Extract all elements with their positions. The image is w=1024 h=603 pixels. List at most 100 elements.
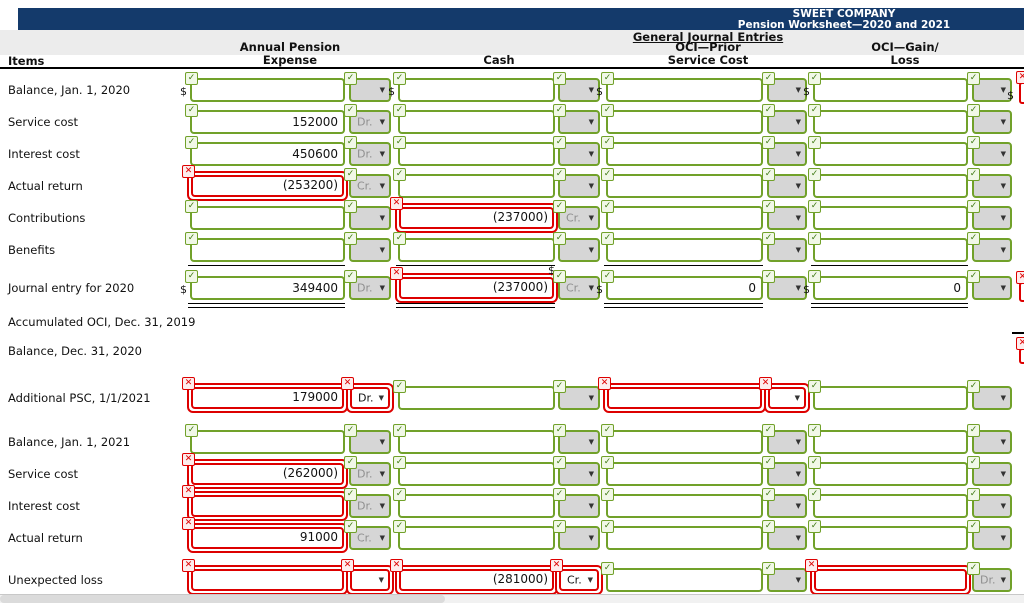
dropdown-arrow-icon: ▼ [795, 502, 801, 510]
amount-input[interactable] [813, 142, 968, 166]
amount-input[interactable] [398, 78, 555, 102]
row-label: Service cost [8, 115, 79, 129]
row-label: Balance, Jan. 1, 2020 [8, 83, 131, 97]
amount-input[interactable] [606, 238, 763, 262]
amount-input[interactable] [398, 110, 555, 134]
valid-check-icon: ✓ [967, 488, 980, 501]
dropdown-arrow-icon: ▼ [1000, 438, 1006, 446]
amount-input[interactable] [813, 462, 968, 486]
amount-input[interactable] [190, 238, 345, 262]
dropdown-arrow-icon: ▼ [795, 576, 801, 584]
cutoff-column-divider [1012, 332, 1024, 334]
amount-input[interactable] [603, 383, 766, 413]
dropdown-arrow-icon: ▼ [1000, 284, 1006, 292]
amount-input[interactable] [606, 142, 763, 166]
amount-input[interactable] [606, 430, 763, 454]
amount-input[interactable] [813, 78, 968, 102]
debit-credit-select: ▼ [558, 386, 600, 410]
total-underline [811, 265, 968, 266]
amount-input[interactable]: (253200) [187, 171, 348, 201]
debit-credit-select[interactable]: Dr. ▼ [346, 383, 394, 413]
amount-input[interactable] [606, 110, 763, 134]
dropdown-arrow-icon: ▼ [379, 470, 385, 478]
amount-input[interactable]: 152000 [190, 110, 345, 134]
cutoff-column-fragment [1019, 348, 1024, 364]
amount-input[interactable]: 91000 [187, 523, 348, 553]
amount-input[interactable]: 0 [813, 276, 968, 300]
horizontal-scrollbar-thumb[interactable] [0, 595, 445, 603]
amount-input[interactable]: 0 [606, 276, 763, 300]
amount-input[interactable]: 450600 [190, 142, 345, 166]
dropdown-arrow-icon: ▼ [795, 246, 801, 254]
valid-check-icon: ✓ [808, 232, 821, 245]
amount-input-value: (237000) [399, 207, 554, 229]
amount-input[interactable]: 349400 [190, 276, 345, 300]
amount-input[interactable] [190, 206, 345, 230]
valid-check-icon: ✓ [553, 168, 566, 181]
amount-input[interactable] [398, 174, 555, 198]
amount-input[interactable] [813, 238, 968, 262]
amount-input[interactable] [810, 565, 971, 595]
amount-input[interactable] [813, 494, 968, 518]
amount-input[interactable]: (237000) [395, 273, 558, 303]
valid-check-icon: ✓ [967, 168, 980, 181]
dropdown-arrow-icon: ▼ [795, 470, 801, 478]
dropdown-arrow-icon: ▼ [1000, 86, 1006, 94]
horizontal-scrollbar[interactable] [0, 594, 1024, 603]
dropdown-arrow-icon: ▼ [588, 150, 594, 158]
total-underline [811, 303, 968, 304]
valid-check-icon: ✓ [344, 104, 357, 117]
amount-input[interactable] [398, 142, 555, 166]
debit-credit-select[interactable]: ▼ [346, 565, 394, 595]
invalid-x-icon: ✕ [1016, 337, 1024, 350]
amount-input[interactable] [606, 174, 763, 198]
amount-input[interactable] [190, 430, 345, 454]
valid-check-icon: ✓ [553, 456, 566, 469]
amount-input[interactable] [398, 238, 555, 262]
amount-input[interactable] [813, 110, 968, 134]
valid-check-icon: ✓ [808, 136, 821, 149]
valid-check-icon: ✓ [967, 456, 980, 469]
amount-input[interactable] [606, 526, 763, 550]
valid-check-icon: ✓ [344, 424, 357, 437]
dropdown-arrow-icon: ▼ [1000, 214, 1006, 222]
amount-input[interactable]: (281000) [395, 565, 558, 595]
amount-input[interactable] [190, 78, 345, 102]
amount-input[interactable] [606, 462, 763, 486]
dropdown-arrow-icon: ▼ [379, 118, 385, 126]
valid-check-icon: ✓ [967, 72, 980, 85]
invalid-x-icon: ✕ [182, 377, 195, 390]
invalid-x-icon: ✕ [1016, 271, 1024, 284]
valid-check-icon: ✓ [185, 232, 198, 245]
amount-input[interactable] [398, 386, 555, 410]
amount-input[interactable] [398, 430, 555, 454]
amount-input[interactable] [187, 491, 348, 521]
valid-check-icon: ✓ [601, 168, 614, 181]
amount-input[interactable] [606, 494, 763, 518]
amount-input[interactable]: (237000) [395, 203, 558, 233]
amount-input[interactable] [813, 526, 968, 550]
amount-input[interactable] [606, 78, 763, 102]
amount-input[interactable]: 179000 [187, 383, 348, 413]
valid-check-icon: ✓ [762, 488, 775, 501]
debit-credit-select[interactable]: Cr. ▼ [555, 565, 603, 595]
total-underline [396, 307, 555, 308]
dropdown-arrow-icon: ▼ [1000, 182, 1006, 190]
amount-input[interactable] [813, 206, 968, 230]
valid-check-icon: ✓ [762, 168, 775, 181]
amount-input[interactable] [187, 565, 348, 595]
amount-input[interactable] [398, 462, 555, 486]
amount-input[interactable] [398, 526, 555, 550]
total-underline [188, 307, 345, 308]
amount-input[interactable] [606, 568, 763, 592]
amount-input[interactable] [813, 430, 968, 454]
amount-input[interactable] [813, 386, 968, 410]
valid-check-icon: ✓ [808, 200, 821, 213]
amount-input[interactable] [606, 206, 763, 230]
amount-input[interactable] [398, 494, 555, 518]
amount-input[interactable]: (262000) [187, 459, 348, 489]
valid-check-icon: ✓ [344, 270, 357, 283]
debit-credit-select: ▼ [349, 430, 391, 454]
amount-input[interactable] [813, 174, 968, 198]
invalid-x-icon: ✕ [1016, 71, 1024, 84]
